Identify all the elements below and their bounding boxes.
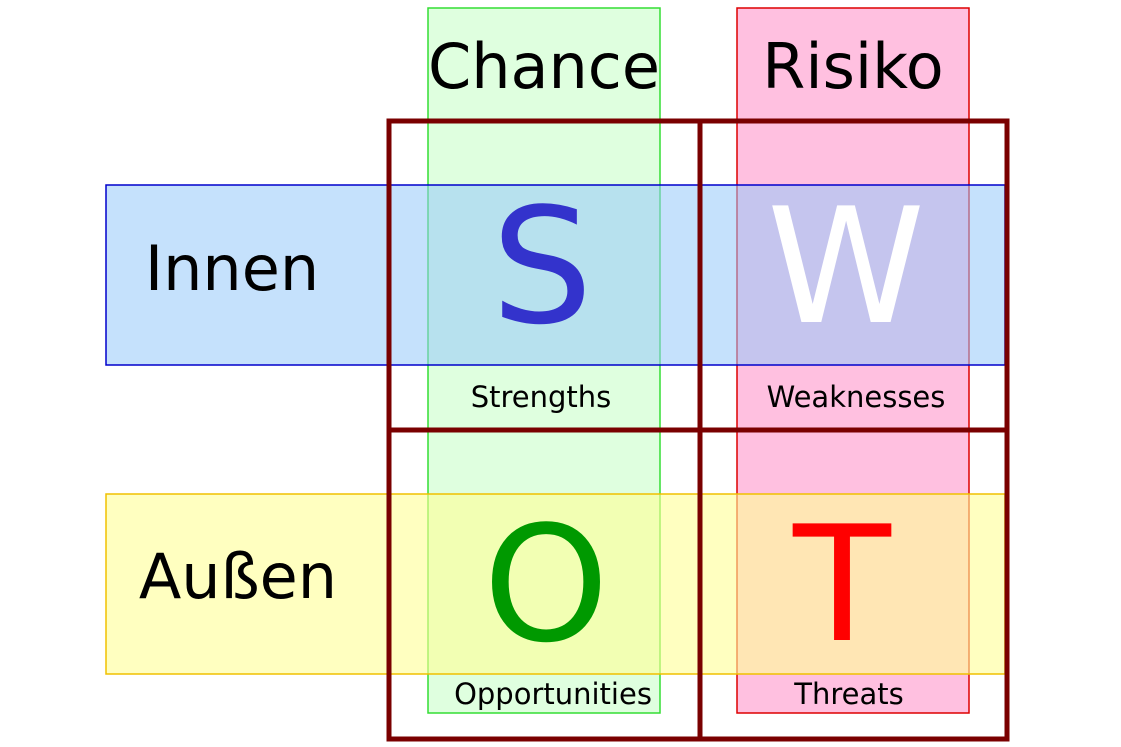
weaknesses-label: Weaknesses	[767, 380, 946, 414]
strengths-label: Strengths	[471, 380, 612, 414]
risiko-header: Risiko	[762, 30, 943, 103]
swot-grid	[386, 118, 1010, 742]
aussen-label: Außen	[139, 540, 337, 613]
threats-label: Threats	[793, 677, 903, 711]
strengths-letter: S	[491, 173, 593, 360]
innen-label: Innen	[145, 232, 319, 305]
threats-letter: T	[792, 491, 892, 678]
opportunities-label: Opportunities	[454, 677, 652, 711]
chance-header: Chance	[428, 30, 660, 103]
aussen-row	[105, 493, 1006, 675]
innen-row	[105, 184, 1006, 366]
opportunities-letter: O	[483, 491, 609, 678]
weaknesses-letter: W	[767, 173, 925, 360]
